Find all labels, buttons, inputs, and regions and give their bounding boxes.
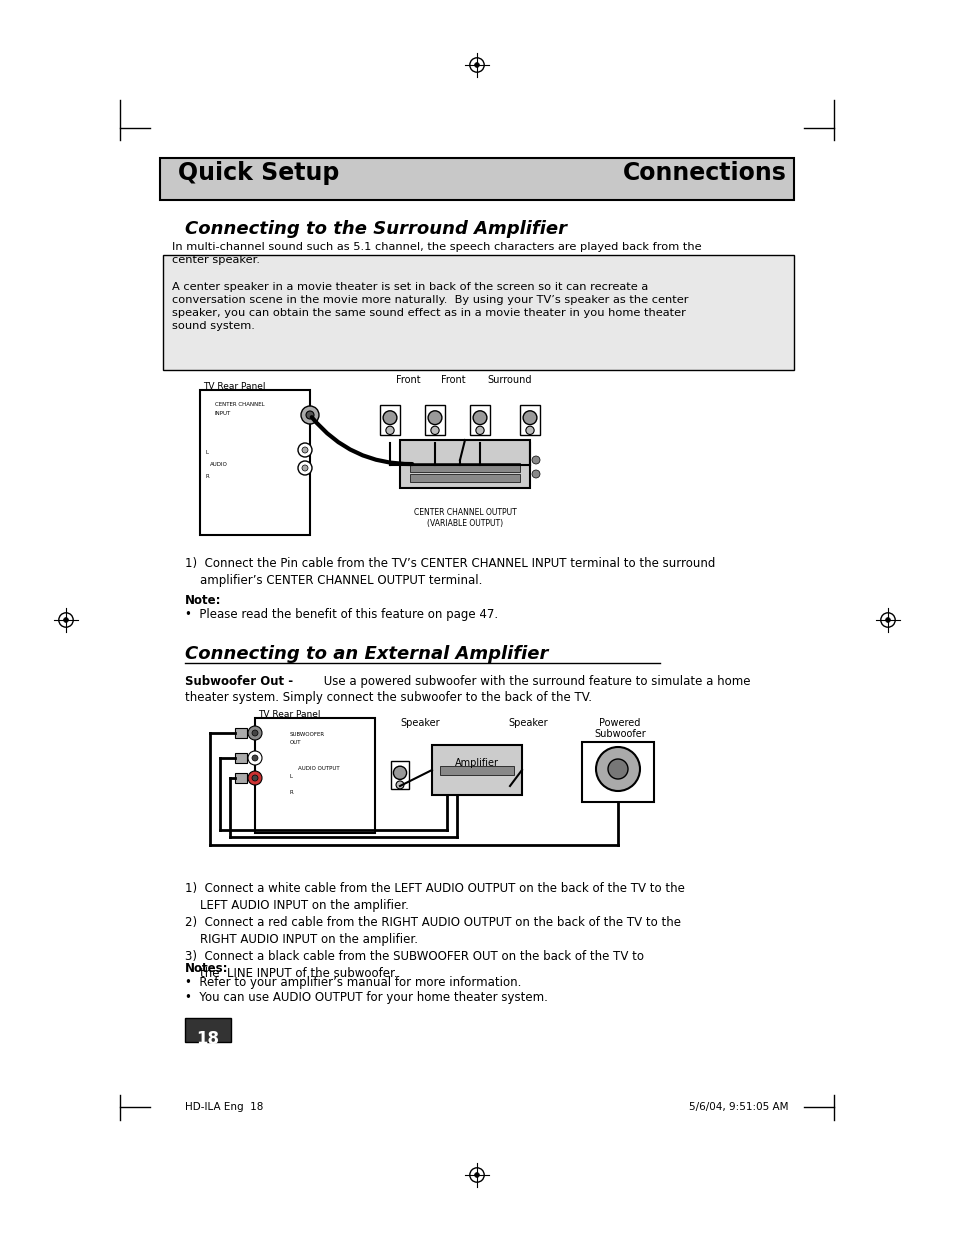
Bar [160, 158, 793, 200]
Circle shape [476, 426, 483, 435]
Text: Note:: Note: [185, 594, 221, 606]
Text: Front: Front [395, 375, 420, 385]
Text: 1)  Connect a white cable from the LEFT AUDIO OUTPUT on the back of the TV to th: 1) Connect a white cable from the LEFT A… [185, 882, 684, 981]
Bar [519, 405, 539, 435]
Circle shape [252, 755, 257, 761]
Bar [410, 474, 519, 482]
Text: R: R [206, 474, 210, 479]
Text: TV Rear Panel: TV Rear Panel [203, 382, 265, 391]
Bar [399, 440, 530, 488]
Text: Amplifier: Amplifier [455, 758, 498, 768]
Circle shape [395, 781, 403, 789]
Circle shape [428, 411, 441, 425]
Text: L: L [290, 774, 293, 779]
Bar [391, 761, 409, 789]
Text: L: L [206, 450, 209, 454]
Text: Connecting to an External Amplifier: Connecting to an External Amplifier [185, 645, 548, 663]
Text: INPUT: INPUT [214, 411, 231, 416]
Bar [234, 727, 247, 739]
Circle shape [474, 1172, 479, 1177]
Circle shape [64, 618, 69, 622]
Circle shape [248, 771, 262, 785]
Text: Subwoofer Out -: Subwoofer Out - [185, 676, 293, 688]
Bar [581, 742, 654, 802]
Circle shape [596, 747, 639, 790]
Circle shape [505, 781, 514, 789]
Circle shape [248, 726, 262, 740]
Text: Connecting to the Surround Amplifier: Connecting to the Surround Amplifier [185, 220, 566, 238]
Text: 5/6/04, 9:51:05 AM: 5/6/04, 9:51:05 AM [689, 1102, 788, 1112]
Text: R: R [290, 790, 294, 795]
Bar [432, 745, 521, 795]
Circle shape [473, 411, 486, 425]
Text: SUBWOOFER: SUBWOOFER [290, 732, 325, 737]
Bar [254, 718, 375, 832]
Text: •  Refer to your amplifier’s manual for more information.: • Refer to your amplifier’s manual for m… [185, 976, 521, 989]
Text: •  You can use AUDIO OUTPUT for your home theater system.: • You can use AUDIO OUTPUT for your home… [185, 990, 547, 1004]
Circle shape [525, 426, 534, 435]
Text: •  Please read the benefit of this feature on page 47.: • Please read the benefit of this featur… [185, 608, 497, 621]
Text: HD-ILA Eng  18: HD-ILA Eng 18 [185, 1102, 263, 1112]
Circle shape [532, 471, 539, 478]
Text: Connections: Connections [622, 161, 786, 185]
Circle shape [252, 776, 257, 781]
Text: Powered: Powered [598, 718, 640, 727]
Circle shape [884, 618, 889, 622]
Text: OUT: OUT [290, 740, 301, 745]
Circle shape [301, 406, 318, 424]
Text: Speaker: Speaker [399, 718, 439, 727]
Circle shape [522, 411, 537, 425]
Circle shape [297, 443, 312, 457]
Text: (VARIABLE OUTPUT): (VARIABLE OUTPUT) [427, 519, 502, 529]
Circle shape [474, 63, 479, 68]
Text: AUDIO OUTPUT: AUDIO OUTPUT [297, 766, 339, 771]
Text: theater system. Simply connect the subwoofer to the back of the TV.: theater system. Simply connect the subwo… [185, 692, 592, 704]
Circle shape [383, 411, 396, 425]
Bar [234, 773, 247, 783]
Bar [380, 405, 399, 435]
Circle shape [532, 456, 539, 464]
Text: TV Rear Panel: TV Rear Panel [257, 710, 320, 719]
Circle shape [393, 766, 406, 779]
Text: CENTER CHANNEL: CENTER CHANNEL [214, 403, 264, 408]
Text: 18: 18 [196, 1030, 219, 1049]
Circle shape [385, 426, 394, 435]
Circle shape [431, 426, 438, 435]
Bar [425, 405, 444, 435]
Circle shape [306, 411, 314, 419]
Text: AUDIO: AUDIO [210, 462, 228, 467]
Text: Speaker: Speaker [508, 718, 547, 727]
Text: Front: Front [440, 375, 465, 385]
Text: CENTER CHANNEL OUTPUT: CENTER CHANNEL OUTPUT [414, 508, 516, 517]
Bar [163, 254, 793, 370]
Bar [439, 766, 514, 776]
Text: Subwoofer: Subwoofer [594, 729, 645, 739]
Text: 1)  Connect the Pin cable from the TV’s CENTER CHANNEL INPUT terminal to the sur: 1) Connect the Pin cable from the TV’s C… [185, 557, 715, 587]
Circle shape [302, 466, 308, 471]
Circle shape [503, 766, 517, 779]
Text: Use a powered subwoofer with the surround feature to simulate a home: Use a powered subwoofer with the surroun… [319, 676, 750, 688]
Bar [470, 405, 489, 435]
Circle shape [302, 447, 308, 453]
Bar [200, 390, 310, 535]
Text: Quick Setup: Quick Setup [178, 161, 339, 185]
Circle shape [607, 760, 627, 779]
Text: Surround: Surround [487, 375, 532, 385]
Bar [500, 761, 518, 789]
Text: Notes:: Notes: [185, 962, 229, 974]
Bar [185, 1018, 231, 1042]
Bar [410, 463, 519, 472]
Text: In multi-channel sound such as 5.1 channel, the speech characters are played bac: In multi-channel sound such as 5.1 chann… [172, 242, 700, 331]
Circle shape [297, 461, 312, 475]
Bar [234, 753, 247, 763]
Circle shape [252, 730, 257, 736]
Circle shape [248, 751, 262, 764]
